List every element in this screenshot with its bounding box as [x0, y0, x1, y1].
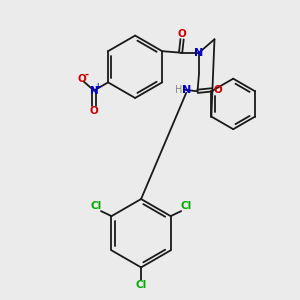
Text: -: - [84, 70, 88, 80]
Text: Cl: Cl [180, 201, 192, 211]
Text: O: O [178, 29, 187, 39]
Text: O: O [90, 106, 98, 116]
Text: O: O [77, 74, 86, 84]
Text: N: N [90, 85, 98, 96]
Text: Cl: Cl [91, 201, 102, 211]
Text: Cl: Cl [136, 280, 147, 290]
Text: O: O [213, 85, 222, 95]
Text: N: N [182, 85, 191, 95]
Text: H: H [176, 85, 183, 95]
Text: N: N [194, 48, 204, 58]
Text: +: + [95, 82, 101, 91]
